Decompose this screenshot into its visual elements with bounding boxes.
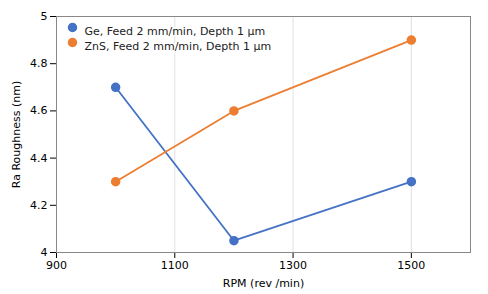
- svg-text:4.6: 4.6: [30, 104, 48, 117]
- svg-text:Ge, Feed 2 mm/min, Depth 1 μm: Ge, Feed 2 mm/min, Depth 1 μm: [85, 25, 266, 38]
- svg-text:4.8: 4.8: [30, 57, 48, 70]
- svg-text:RPM (rev /min): RPM (rev /min): [223, 277, 304, 290]
- svg-text:1100: 1100: [161, 259, 189, 272]
- svg-text:Ra Roughness (nm): Ra Roughness (nm): [10, 81, 23, 188]
- svg-text:900: 900: [46, 259, 67, 272]
- svg-text:1300: 1300: [279, 259, 307, 272]
- svg-text:4.2: 4.2: [30, 199, 48, 212]
- svg-text:4: 4: [41, 246, 48, 259]
- svg-text:1500: 1500: [397, 259, 425, 272]
- svg-text:5: 5: [41, 10, 48, 23]
- svg-text:ZnS, Feed 2 mm/min, Depth 1 μm: ZnS, Feed 2 mm/min, Depth 1 μm: [85, 40, 272, 53]
- svg-text:4.4: 4.4: [30, 152, 48, 165]
